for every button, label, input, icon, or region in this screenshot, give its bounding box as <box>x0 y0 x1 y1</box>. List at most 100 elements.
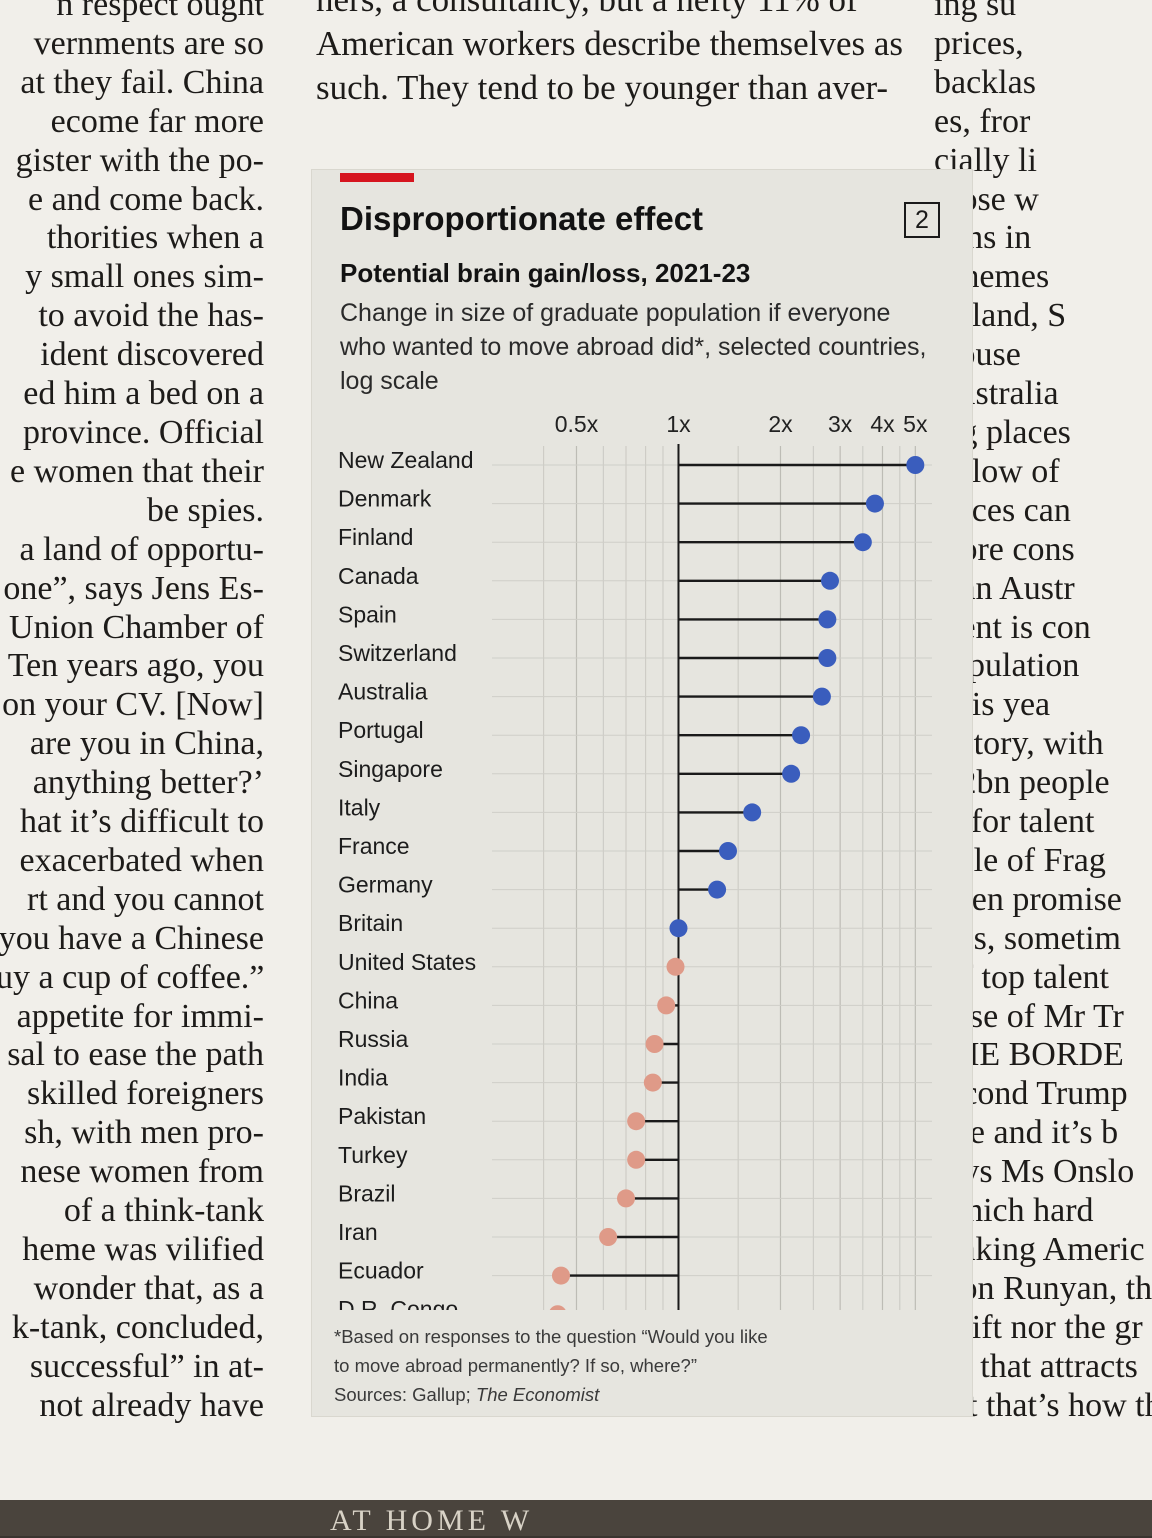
lollipop-dot <box>865 494 884 513</box>
text-line: a land of opportu- <box>19 530 264 568</box>
lollipop-dot <box>599 1228 618 1246</box>
country-label: France <box>338 833 410 859</box>
text-line: American workers describe themselves as <box>316 24 904 63</box>
x-tick-label: 3x <box>828 411 853 437</box>
bottom-background: AT HOME W <box>0 1500 1152 1537</box>
text-line: es, fror <box>934 102 1031 140</box>
lollipop-dot <box>627 1112 646 1131</box>
text-line: e women that their <box>10 452 264 490</box>
country-label: India <box>338 1065 388 1091</box>
lollipop-dot <box>719 842 737 860</box>
text-line: sh, with men pro- <box>24 1114 264 1152</box>
text-line: thorities when a <box>46 219 264 257</box>
country-label: Switzerland <box>338 640 457 666</box>
country-label: Russia <box>338 1026 409 1052</box>
text-line: e and come back. <box>28 180 264 218</box>
lollipop-dot <box>666 957 685 976</box>
text-line: sal to ease the path <box>7 1036 264 1074</box>
x-tick-label: 5x <box>903 411 928 437</box>
lollipop-dot <box>853 533 872 552</box>
lollipop-dot <box>818 610 837 629</box>
text-line: skilled foreigners <box>27 1075 264 1113</box>
lollipop-dot <box>657 996 676 1015</box>
lollipop-dot <box>551 1266 570 1285</box>
chart-number-badge: 2 <box>904 202 940 238</box>
chart-title: Disproportionate effect <box>340 200 704 237</box>
country-label: Denmark <box>338 486 432 512</box>
country-label: Brazil <box>338 1180 396 1206</box>
lollipop-dot <box>743 803 762 822</box>
lollipop-dot <box>645 1035 664 1053</box>
lollipop-dot <box>669 919 688 938</box>
sources-label: Sources: Gallup; <box>334 1384 476 1405</box>
x-tick-label: 1x <box>666 411 691 437</box>
text-line: Ten years ago, you <box>7 647 264 685</box>
country-label: Spain <box>338 601 397 627</box>
country-label: Germany <box>338 872 433 898</box>
text-line: are you in China, <box>29 725 264 763</box>
text-line: successful” in at- <box>29 1347 264 1385</box>
magazine-page: n respect ought vernments are so at they f… <box>0 0 1152 1500</box>
lollipop-dot <box>627 1150 646 1169</box>
text-line: appetite for immi- <box>16 997 264 1035</box>
text-line: at they fail. China <box>20 63 264 101</box>
country-label: Singapore <box>338 756 443 782</box>
lollipop-dot <box>549 1305 566 1310</box>
text-line: k-tank, concluded, <box>11 1308 264 1346</box>
country-label: D.R. Congo <box>338 1296 458 1310</box>
text-line: not already have <box>39 1386 264 1424</box>
country-label: Turkey <box>338 1142 408 1168</box>
lollipop-dot <box>782 764 801 783</box>
country-label: Canada <box>338 563 419 589</box>
text-line: n respect ought <box>56 0 264 23</box>
country-label: Ecuador <box>338 1258 424 1284</box>
text-line: ed him a bed on a <box>23 375 264 413</box>
text-line: such. They tend to be younger than aver- <box>316 68 889 107</box>
lollipop-dot <box>708 880 727 899</box>
sources-italic: The Economist <box>475 1384 600 1405</box>
text-line: province. Official <box>22 413 264 451</box>
text-line: you have a Chinese <box>0 919 264 957</box>
text-line: exacerbated when <box>19 841 264 879</box>
chart-footnote: *Based on responses to the question “Wou… <box>334 1322 954 1409</box>
country-label: Finland <box>338 524 413 550</box>
text-line: heme was vilified <box>22 1231 264 1268</box>
chart-panel: Disproportionate effect 2 Potential brai… <box>312 170 972 1416</box>
country-label: China <box>338 987 398 1013</box>
lollipop-dot <box>821 571 839 590</box>
country-label: Britain <box>338 910 403 936</box>
text-line: y small ones sim- <box>25 258 264 296</box>
lollipop-dot <box>812 687 831 706</box>
country-label: United States <box>338 949 476 975</box>
sources-line: Sources: Gallup; The Economist <box>334 1380 954 1409</box>
text-line: Union Chamber of <box>9 608 264 646</box>
x-tick-label: 0.5x <box>555 411 599 437</box>
text-line: of a think-tank <box>63 1192 264 1230</box>
text-line: wonder that, as a <box>33 1269 264 1307</box>
country-label: New Zealand <box>338 447 474 473</box>
text-line: anything better?’ <box>32 764 264 802</box>
text-line: ing su <box>934 0 1017 23</box>
text-line: gister with the po- <box>15 141 264 179</box>
red-accent-rule <box>340 173 414 182</box>
lollipop-dot <box>906 456 925 474</box>
text-line: vernments are so <box>33 24 264 62</box>
lollipop-dot <box>818 649 837 667</box>
chart-description: Change in size of graduate population if… <box>340 299 927 395</box>
country-label: Australia <box>338 679 428 705</box>
x-tick-label: 4x <box>870 411 895 437</box>
text-line: be spies. <box>146 491 264 529</box>
country-label: Pakistan <box>338 1103 426 1129</box>
text-line: to avoid the has- <box>38 297 264 335</box>
x-tick-label: 2x <box>768 411 793 437</box>
text-line: nese women from <box>20 1153 264 1191</box>
left-text-column: n respect ought vernments are so at they f… <box>0 0 264 1426</box>
text-line: ident discovered <box>40 336 264 374</box>
text-line: ecome far more <box>50 102 264 140</box>
chart-subtitle: Potential brain gain/loss, 2021-23 <box>340 258 751 288</box>
bottom-page-fragment: AT HOME W <box>330 1504 534 1537</box>
text-line: one”, says Jens Es- <box>3 569 264 607</box>
text-line: prices, <box>934 24 1024 62</box>
middle-text-column: ners, a consultancy, but a hefty 11% ofA… <box>316 0 988 110</box>
lollipop-dot <box>792 726 811 745</box>
